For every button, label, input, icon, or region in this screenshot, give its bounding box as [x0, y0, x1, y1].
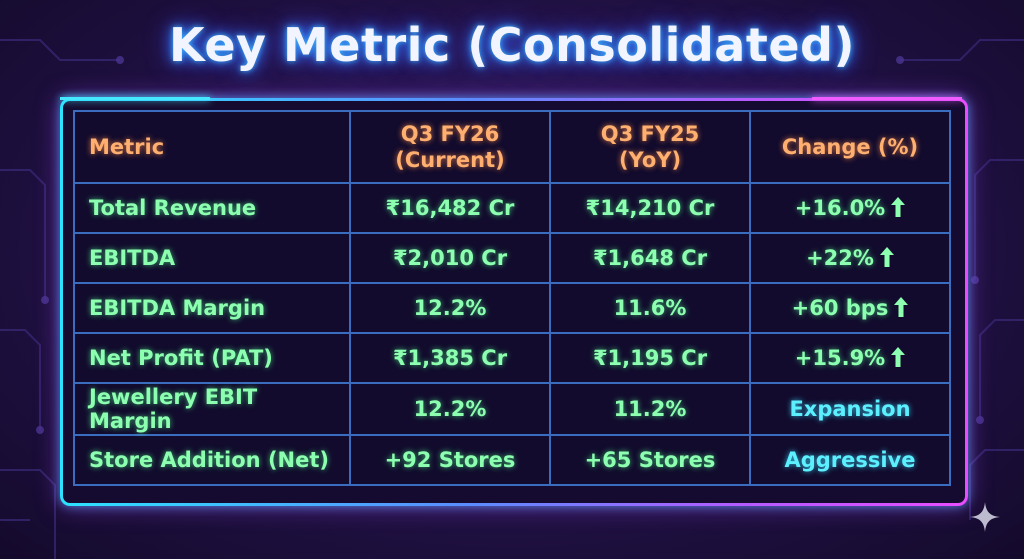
- table-row: Net Profit (PAT) ₹1,385 Cr ₹1,195 Cr +15.9%: [73, 331, 951, 384]
- metric-cell: EBITDA: [73, 231, 351, 284]
- metric-cell: Total Revenue: [73, 182, 351, 234]
- yoy-value-cell-text: 11.6%: [613, 295, 687, 320]
- yoy-value-cell-text: +65 Stores: [584, 448, 716, 472]
- current-value-cell: ₹16,482 Cr: [349, 182, 551, 234]
- sparkle-icon: [970, 502, 1000, 532]
- current-value-cell-text: +92 Stores: [384, 448, 516, 472]
- frame-accent-left: [60, 97, 210, 100]
- change-cell: Expansion: [749, 381, 951, 437]
- change-cell-text: +60 bps: [791, 295, 889, 320]
- current-value-cell-text: 12.2%: [413, 295, 487, 320]
- metric-cell-text: EBITDA Margin: [89, 295, 266, 320]
- frame-accent-right: [812, 97, 962, 100]
- arrow-up-icon: [879, 246, 894, 267]
- arrow-up-icon: [894, 296, 909, 317]
- current-value-cell: +92 Stores: [349, 434, 551, 486]
- current-value-cell-text: 12.2%: [413, 396, 487, 421]
- yoy-value-cell: 11.2%: [549, 381, 751, 437]
- change-cell: +16.0%: [749, 182, 951, 234]
- change-cell: Aggressive: [749, 434, 951, 486]
- yoy-value-cell-text: 11.2%: [613, 396, 687, 421]
- current-value-cell: 12.2%: [349, 281, 551, 334]
- yoy-value-cell: +65 Stores: [549, 434, 751, 486]
- table-row: EBITDA Margin 12.2% 11.6% +60 bps: [73, 281, 951, 334]
- header-row: Metric Q3 FY26 (Current) Q3 FY25 (YoY) Cha…: [73, 110, 951, 184]
- change-cell-text: Expansion: [789, 396, 911, 421]
- table-row: Jewellery EBIT Margin 12.2% 11.2% Expansion: [73, 381, 951, 437]
- change-cell: +60 bps: [749, 281, 951, 334]
- arrow-up-icon: [891, 196, 906, 217]
- yoy-value-cell: ₹1,195 Cr: [549, 331, 751, 384]
- table-row: Total Revenue ₹16,482 Cr ₹14,210 Cr +16.0%: [73, 182, 951, 234]
- yoy-value-cell-text: ₹14,210 Cr: [585, 195, 715, 220]
- metric-cell: EBITDA Margin: [73, 281, 351, 334]
- metric-cell: Store Addition (Net): [73, 434, 351, 486]
- header-yoy: Q3 FY25 (YoY): [549, 110, 751, 184]
- current-value-cell-text: ₹16,482 Cr: [385, 195, 515, 220]
- metric-cell-text: Net Profit (PAT): [89, 345, 273, 370]
- yoy-value-cell-text: ₹1,648 Cr: [592, 245, 708, 270]
- change-cell-text: +22%: [806, 245, 874, 270]
- change-cell-text: +15.9%: [794, 345, 886, 370]
- yoy-value-cell-text: ₹1,195 Cr: [592, 345, 708, 370]
- change-cell-text: +16.0%: [794, 195, 886, 220]
- page-title: Key Metric (Consolidated): [169, 18, 855, 72]
- metric-cell: Net Profit (PAT): [73, 331, 351, 384]
- current-value-cell: ₹1,385 Cr: [349, 331, 551, 384]
- metric-cell-text: Total Revenue: [89, 195, 257, 220]
- change-cell-text: Aggressive: [784, 448, 916, 472]
- current-value-cell-text: ₹1,385 Cr: [392, 345, 508, 370]
- change-cell: +15.9%: [749, 331, 951, 384]
- metric-cell-text: Jewellery EBIT Margin: [89, 384, 258, 433]
- change-cell: +22%: [749, 231, 951, 284]
- yoy-value-cell: ₹14,210 Cr: [549, 182, 751, 234]
- yoy-value-cell: ₹1,648 Cr: [549, 231, 751, 284]
- metric-cell: Jewellery EBIT Margin: [73, 381, 351, 437]
- metrics-table: Metric Q3 FY26 (Current) Q3 FY25 (YoY) Cha…: [73, 110, 951, 486]
- table-row: Store Addition (Net) +92 Stores +65 Stores…: [73, 434, 951, 486]
- current-value-cell: ₹2,010 Cr: [349, 231, 551, 284]
- header-change: Change (%): [749, 110, 951, 184]
- current-value-cell-text: ₹2,010 Cr: [392, 245, 508, 270]
- current-value-cell: 12.2%: [349, 381, 551, 437]
- arrow-up-icon: [891, 346, 906, 367]
- metric-cell-text: Store Addition (Net): [89, 448, 329, 472]
- header-current: Q3 FY26 (Current): [349, 110, 551, 184]
- yoy-value-cell: 11.6%: [549, 281, 751, 334]
- header-metric: Metric: [73, 110, 351, 184]
- metric-cell-text: EBITDA: [89, 245, 176, 270]
- table-row: EBITDA ₹2,010 Cr ₹1,648 Cr +22%: [73, 231, 951, 284]
